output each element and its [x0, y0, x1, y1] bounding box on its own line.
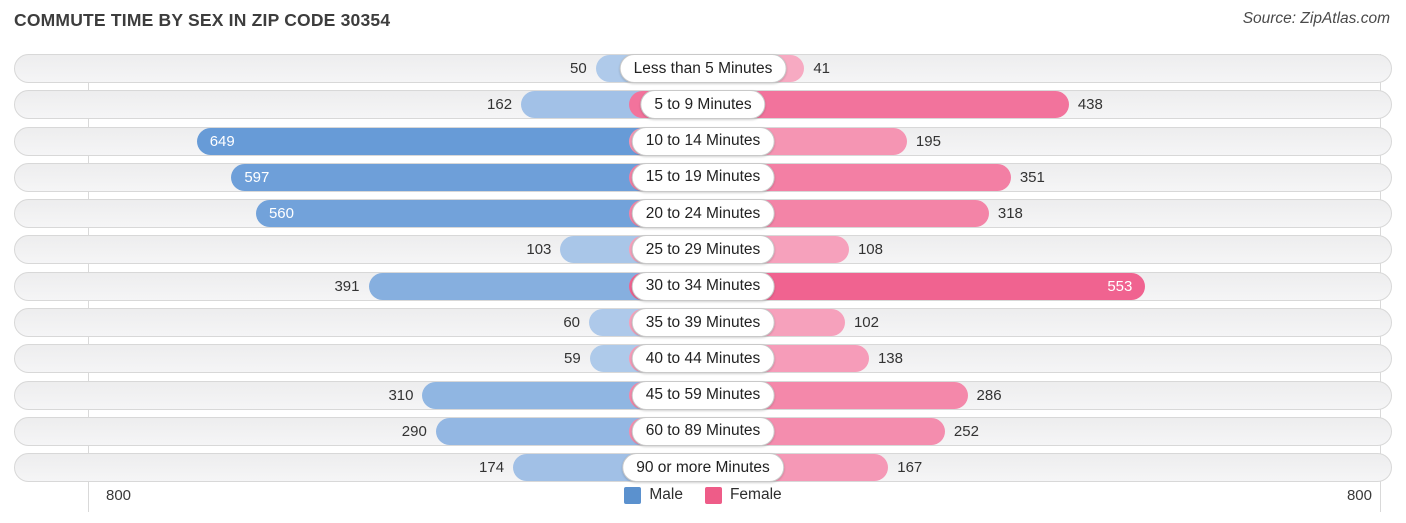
female-value-label: 108	[857, 241, 883, 259]
legend-label-male: Male	[649, 486, 683, 503]
category-label-pill: Less than 5 Minutes	[619, 54, 787, 83]
category-label-pill: 5 to 9 Minutes	[640, 90, 766, 120]
category-label-pill: 10 to 14 Minutes	[631, 126, 775, 156]
legend-item-male: Male	[624, 486, 683, 504]
male-value-label: 649	[209, 132, 235, 150]
male-value-label: 59	[564, 350, 581, 368]
chart-row: 60 102 35 to 39 Minutes	[14, 308, 1392, 338]
legend-label-female: Female	[729, 486, 782, 503]
chart-rows: 50 41 Less than 5 Minutes 162 438 5 to 9 Minu…	[14, 54, 1392, 490]
category-label-pill: 35 to 39 Minutes	[631, 308, 775, 338]
male-value-label: 162	[487, 96, 513, 114]
female-value-label: 41	[813, 60, 830, 77]
male-value-label: 103	[526, 241, 552, 259]
category-label-pill: 90 or more Minutes	[622, 453, 784, 483]
female-value-label: 195	[915, 132, 941, 150]
category-label-pill: 40 to 44 Minutes	[631, 344, 775, 374]
chart-row: 290 252 60 to 89 Minutes	[14, 416, 1392, 446]
male-color-swatch	[624, 486, 642, 504]
female-value-label: 138	[877, 350, 903, 368]
chart-title: COMMUTE TIME BY SEX IN ZIP CODE 30354	[14, 10, 391, 30]
chart-row: 310 286 45 to 59 Minutes	[14, 380, 1392, 410]
male-value-label: 174	[479, 459, 505, 477]
chart-row: 50 41 Less than 5 Minutes	[14, 54, 1392, 83]
female-value-label: 438	[1077, 96, 1103, 114]
female-value-label: 286	[976, 386, 1002, 404]
male-value-label: 50	[570, 60, 587, 77]
chart-row: 162 438 5 to 9 Minutes	[14, 90, 1392, 120]
female-value-label: 167	[897, 459, 923, 477]
female-value-label: 351	[1019, 168, 1045, 186]
male-value-label: 290	[401, 422, 427, 440]
male-value-label: 391	[334, 277, 360, 295]
female-value-label: 553	[1107, 277, 1133, 295]
male-value-label: 60	[563, 314, 581, 332]
source-link[interactable]: Source: ZipAtlas.com	[1242, 10, 1390, 27]
category-label-pill: 25 to 29 Minutes	[631, 235, 775, 265]
axis-max-label-left: 800	[106, 487, 132, 504]
male-value-label: 310	[388, 386, 414, 404]
category-label-pill: 60 to 89 Minutes	[631, 416, 775, 446]
chart-row: 103 108 25 to 29 Minutes	[14, 235, 1392, 265]
female-value-label: 252	[953, 422, 979, 440]
female-color-swatch	[704, 486, 722, 504]
chart-row: 59 138 40 to 44 Minutes	[14, 344, 1392, 374]
legend-item-female: Female	[704, 486, 782, 504]
male-value-label: 597	[244, 168, 270, 186]
female-value-label: 318	[997, 205, 1023, 223]
chart-header: COMMUTE TIME BY SEX IN ZIP CODE 30354 So…	[14, 10, 1390, 31]
category-label-pill: 45 to 59 Minutes	[631, 380, 775, 410]
category-label-pill: 30 to 34 Minutes	[631, 271, 775, 301]
chart-row: 174 167 90 or more Minutes	[14, 453, 1392, 483]
chart-row: 649 195 10 to 14 Minutes	[14, 126, 1392, 156]
chart-row: 391 553 30 to 34 Minutes	[14, 271, 1392, 301]
chart-row: 560 318 20 to 24 Minutes	[14, 199, 1392, 229]
legend: Male Female	[0, 486, 1406, 504]
axis-max-label-right: 800	[1346, 487, 1372, 504]
chart-row: 597 351 15 to 19 Minutes	[14, 162, 1392, 192]
male-value-label: 560	[268, 205, 294, 223]
category-label-pill: 20 to 24 Minutes	[631, 199, 775, 229]
category-label-pill: 15 to 19 Minutes	[631, 162, 775, 192]
female-value-label: 102	[853, 314, 879, 332]
